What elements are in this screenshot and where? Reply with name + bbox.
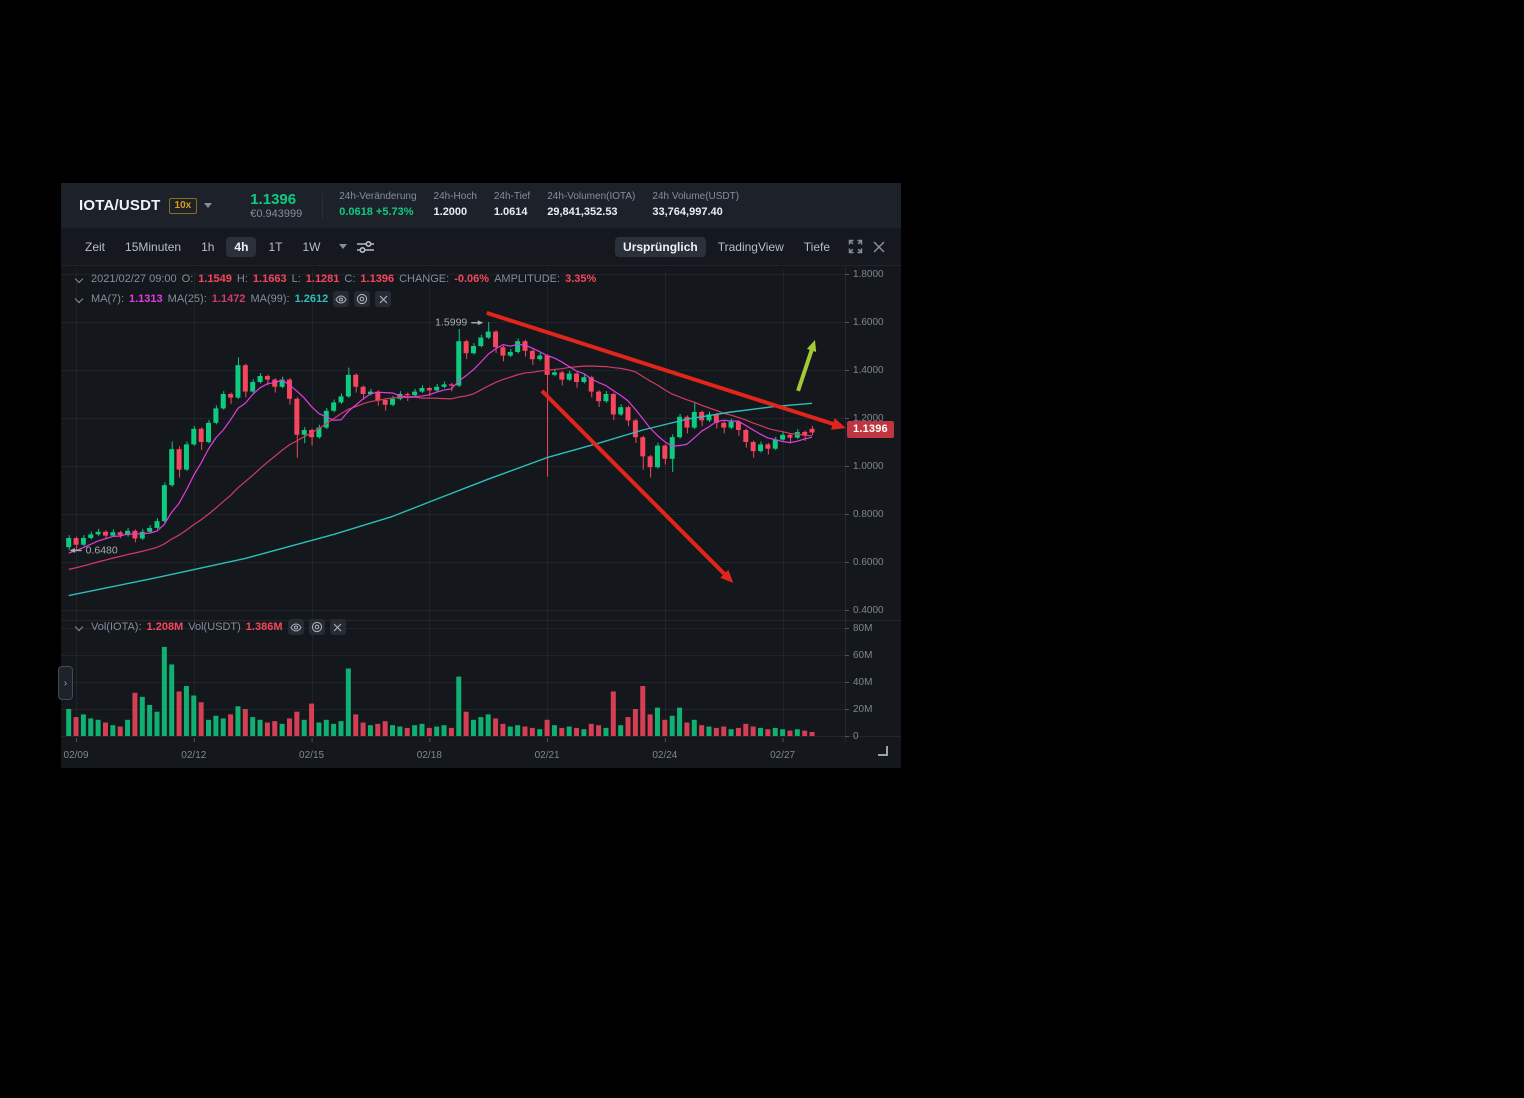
volume-info-row: Vol(IOTA): 1.208M Vol(USDT) 1.386M — [75, 619, 346, 635]
stat-change: 24h-Veränderung 0.0618 +5.73% — [339, 191, 417, 218]
header-divider — [322, 192, 324, 219]
view-group: Ursprünglich TradingView Tiefe — [615, 236, 885, 257]
price-block: 1.1396 €0.943999 — [250, 191, 302, 221]
timeframe-caret-down-icon[interactable] — [339, 244, 348, 249]
pair-caret-down-icon[interactable] — [204, 203, 213, 208]
trading-chart-widget: IOTA/USDT 10x 1.1396 €0.943999 24h-Verän… — [58, 183, 901, 768]
candlestick-chart-canvas[interactable] — [61, 266, 901, 768]
close-chart-icon[interactable] — [873, 240, 885, 253]
resize-corner-handle[interactable] — [878, 746, 888, 756]
chart-toolbar: Zeit 15Minuten 1h 4h 1T 1W Ursprünglich … — [61, 228, 901, 266]
stat-volume-quote: 24h Volume(USDT) 33,764,997.40 — [652, 191, 740, 218]
view-tradingview[interactable]: TradingView — [717, 239, 784, 254]
amplitude-value: 3.35% — [565, 273, 597, 285]
remove-indicator-icon[interactable] — [329, 619, 346, 635]
eye-icon[interactable] — [287, 619, 304, 635]
stat-volume-base: 24h-Volumen(IOTA) 29,841,352.53 — [547, 191, 636, 218]
stat-high: 24h-Hoch 1.2000 — [433, 191, 477, 218]
widget-header: IOTA/USDT 10x 1.1396 €0.943999 24h-Verän… — [61, 183, 901, 228]
chart-area: 2021/02/27 09:00 O: 1.1549 H: 1.1663 L: 1.1… — [58, 266, 901, 768]
ma25-value: 1.1472 — [211, 293, 246, 305]
chart-settings-sliders-icon[interactable] — [357, 240, 375, 254]
close-value: 1.1396 — [360, 273, 395, 285]
collapse-chevron-icon[interactable] — [75, 275, 84, 284]
tab-1t[interactable]: 1T — [268, 239, 283, 254]
last-price: 1.1396 — [250, 190, 297, 208]
indicator-settings-icon[interactable] — [308, 619, 325, 635]
pair-name[interactable]: IOTA/USDT — [79, 197, 161, 214]
tab-4h[interactable]: 4h — [226, 236, 257, 257]
stats-bar: 24h-Veränderung 0.0618 +5.73% 24h-Hoch 1… — [339, 191, 739, 219]
fiat-price: €0.943999 — [250, 207, 303, 220]
tab-15min[interactable]: 15Minuten — [125, 239, 182, 254]
candle-datetime: 2021/02/27 09:00 — [91, 273, 177, 285]
timeframe-group: Zeit 15Minuten 1h 4h 1T 1W — [77, 236, 375, 257]
ohlc-info-row: 2021/02/27 09:00 O: 1.1549 H: 1.1663 L: 1.1… — [75, 273, 596, 285]
tab-1h[interactable]: 1h — [201, 239, 215, 254]
vol-quote-value: 1.386M — [245, 621, 283, 633]
view-original[interactable]: Ursprünglich — [615, 236, 706, 257]
tab-1w[interactable]: 1W — [302, 239, 321, 254]
tab-zeit[interactable]: Zeit — [85, 239, 106, 254]
collapse-chevron-icon[interactable] — [75, 623, 84, 632]
fullscreen-icon[interactable] — [848, 239, 863, 254]
leverage-badge[interactable]: 10x — [168, 197, 198, 214]
vol-base-value: 1.208M — [146, 621, 184, 633]
open-value: 1.1549 — [198, 273, 232, 285]
last-price-tag: 1.1396 — [847, 421, 894, 438]
high-value: 1.1663 — [252, 273, 287, 285]
change-value: -0.06% — [454, 273, 490, 285]
low-value: 1.1281 — [305, 273, 340, 285]
collapse-chevron-icon[interactable] — [75, 295, 84, 304]
eye-icon[interactable] — [333, 291, 350, 307]
view-depth[interactable]: Tiefe — [803, 239, 830, 254]
remove-indicator-icon[interactable] — [375, 291, 392, 307]
ma99-value: 1.2612 — [294, 293, 329, 305]
stat-low: 24h-Tief 1.0614 — [493, 191, 531, 218]
panel-expander-chevron-right-icon[interactable]: › — [58, 666, 73, 700]
ma-info-row: MA(7): 1.1313 MA(25): 1.1472 MA(99): 1.2612 — [75, 291, 392, 307]
ma7-value: 1.1313 — [129, 293, 163, 305]
indicator-settings-icon[interactable] — [354, 291, 371, 307]
